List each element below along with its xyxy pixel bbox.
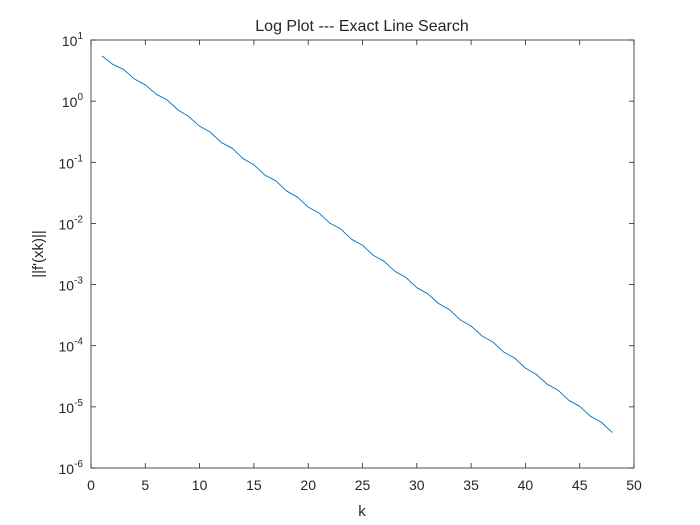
x-tick-label: 35 xyxy=(463,477,479,493)
chart-title: Log Plot --- Exact Line Search xyxy=(255,18,468,35)
y-tick-label: 10-2 xyxy=(59,214,84,232)
x-tick-label: 30 xyxy=(409,477,425,493)
y-tick-label: 10-3 xyxy=(59,276,84,294)
x-tick-label: 25 xyxy=(355,477,371,493)
x-tick-label: 45 xyxy=(572,477,588,493)
y-axis-label: ||f'(xk)|| xyxy=(30,230,47,278)
x-tick-label: 0 xyxy=(87,477,95,493)
x-tick-label: 15 xyxy=(246,477,262,493)
y-tick-label: 10-1 xyxy=(59,153,84,171)
x-tick-label: 10 xyxy=(192,477,208,493)
y-tick-label: 10-5 xyxy=(59,398,84,416)
x-tick-label: 40 xyxy=(518,477,534,493)
series-layer xyxy=(101,55,613,433)
x-tick-label: 5 xyxy=(141,477,149,493)
y-tick-label: 10-6 xyxy=(59,459,84,477)
axes-box xyxy=(90,39,635,469)
tick-labels: 0 5 10 15 20 25 30 35 40 45 50 10-6 10-5 10-4 10-3 10-2… xyxy=(59,31,642,493)
x-tick-label: 50 xyxy=(626,477,642,493)
plot-area xyxy=(91,40,634,468)
series-line xyxy=(101,55,613,433)
y-tick-label: 100 xyxy=(62,92,84,110)
x-tick-label: 20 xyxy=(300,477,316,493)
y-tick-label: 101 xyxy=(62,31,84,49)
y-tick-label: 10-4 xyxy=(59,337,84,355)
x-axis-label: k xyxy=(358,503,366,520)
